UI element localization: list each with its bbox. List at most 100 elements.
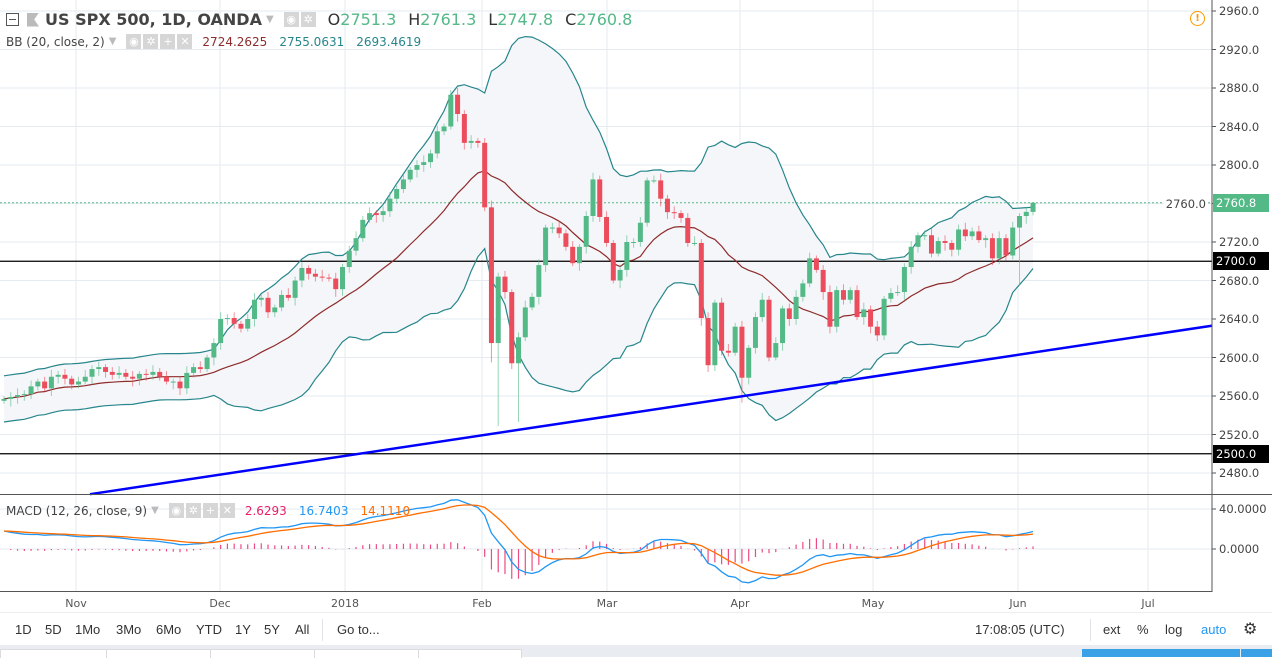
symbol-title[interactable]: US SPX 500, 1D, OANDA bbox=[45, 10, 262, 29]
candle-body bbox=[915, 235, 921, 247]
candle-body bbox=[576, 246, 582, 264]
time-tick-label: Feb bbox=[472, 597, 492, 610]
candle bbox=[495, 272, 501, 426]
candle-body bbox=[570, 246, 576, 264]
candle-body bbox=[116, 372, 122, 375]
plus-icon[interactable]: + bbox=[160, 34, 176, 49]
candle-body bbox=[664, 198, 670, 213]
panel-tab[interactable] bbox=[418, 649, 522, 658]
candle-body bbox=[218, 319, 224, 344]
range-all[interactable]: All bbox=[295, 622, 310, 637]
candle-body bbox=[529, 296, 535, 308]
candle-body bbox=[21, 394, 27, 396]
candle bbox=[258, 293, 264, 307]
blue-dropdown-button[interactable] bbox=[1241, 649, 1272, 657]
candle bbox=[75, 376, 81, 389]
candle bbox=[827, 285, 833, 334]
auto-toggle[interactable]: auto bbox=[1201, 622, 1227, 637]
price-tick-label: 2680.0 bbox=[1219, 273, 1260, 288]
chevron-down-icon[interactable]: ▼ bbox=[151, 505, 159, 516]
candle bbox=[956, 224, 962, 256]
candle bbox=[976, 225, 982, 243]
range-5y[interactable]: 5Y bbox=[264, 622, 280, 637]
candle-body bbox=[170, 381, 176, 383]
horizontal-levels[interactable] bbox=[0, 202, 1212, 455]
candle bbox=[773, 337, 779, 361]
candle bbox=[624, 235, 630, 277]
flag-icon[interactable] bbox=[27, 12, 39, 27]
percent-toggle[interactable]: % bbox=[1137, 622, 1149, 637]
minus-square-icon[interactable] bbox=[6, 13, 19, 26]
blue-action-button[interactable] bbox=[1082, 649, 1240, 657]
candle bbox=[942, 235, 948, 251]
close-icon[interactable]: ✕ bbox=[177, 34, 193, 49]
candle bbox=[42, 376, 48, 392]
exclamation-circle-icon[interactable]: ! bbox=[1190, 11, 1205, 26]
candle bbox=[400, 173, 406, 193]
range-1y[interactable]: 1Y bbox=[235, 622, 251, 637]
candle bbox=[766, 295, 772, 362]
candle bbox=[901, 263, 907, 300]
range-3mo[interactable]: 3Mo bbox=[116, 622, 142, 637]
price-axis[interactable] bbox=[1212, 10, 1216, 550]
time-tick-label: Dec bbox=[209, 597, 231, 610]
trendline[interactable] bbox=[89, 324, 1212, 496]
eye-icon[interactable]: ◉ bbox=[168, 503, 184, 518]
candle-body bbox=[75, 381, 81, 385]
log-toggle[interactable]: log bbox=[1165, 622, 1183, 637]
eye-icon[interactable]: ◉ bbox=[283, 12, 299, 27]
candle bbox=[441, 123, 447, 136]
candle-body bbox=[780, 308, 786, 344]
eye-icon[interactable]: ◉ bbox=[126, 34, 142, 49]
candle bbox=[549, 222, 555, 234]
price-tick-label: 2880.0 bbox=[1219, 81, 1260, 95]
candle bbox=[563, 229, 569, 251]
candle bbox=[529, 293, 535, 311]
high-label: H bbox=[408, 10, 421, 29]
candle bbox=[922, 230, 928, 241]
candle bbox=[15, 388, 21, 404]
range-ytd[interactable]: YTD bbox=[196, 622, 222, 637]
candle-body bbox=[8, 396, 14, 399]
candle bbox=[651, 175, 657, 184]
range-1mo[interactable]: 1Mo bbox=[75, 622, 101, 637]
range-1d[interactable]: 1D bbox=[15, 622, 32, 637]
candle-body bbox=[292, 280, 298, 298]
candle-body bbox=[272, 307, 278, 313]
candle bbox=[847, 287, 853, 304]
candle-body bbox=[516, 337, 522, 364]
candle bbox=[421, 155, 427, 172]
chevron-down-icon[interactable]: ▼ bbox=[265, 14, 274, 25]
clock[interactable]: 17:08:05 (UTC) bbox=[975, 622, 1065, 637]
candle bbox=[82, 370, 88, 385]
chart-canvas[interactable] bbox=[0, 0, 1272, 612]
plus-icon[interactable]: + bbox=[202, 503, 218, 518]
candle bbox=[279, 290, 285, 312]
range-6mo[interactable]: 6Mo bbox=[156, 622, 182, 637]
goto-button[interactable]: Go to... bbox=[337, 622, 380, 637]
candle-body bbox=[1017, 216, 1022, 228]
gear-icon[interactable]: ✲ bbox=[300, 12, 316, 27]
range-5d[interactable]: 5D bbox=[45, 622, 62, 637]
candle bbox=[556, 220, 562, 239]
candle-body bbox=[231, 318, 237, 324]
candle-body bbox=[759, 299, 765, 318]
gear-icon[interactable]: ✲ bbox=[185, 503, 201, 518]
gear-icon[interactable]: ⚙ bbox=[1243, 621, 1258, 638]
candle-body bbox=[306, 267, 312, 274]
chevron-down-icon[interactable]: ▼ bbox=[108, 36, 117, 47]
candle-body bbox=[28, 386, 34, 395]
ext-toggle[interactable]: ext bbox=[1103, 622, 1121, 637]
candle bbox=[908, 241, 914, 274]
candle-body bbox=[840, 290, 846, 300]
candle-body bbox=[732, 326, 738, 353]
candle bbox=[583, 211, 589, 254]
candle-body bbox=[130, 376, 136, 379]
close-icon[interactable]: ✕ bbox=[219, 503, 235, 518]
candle bbox=[962, 222, 968, 242]
macd-label[interactable]: MACD (12, 26, close, 9) bbox=[6, 503, 148, 518]
candle bbox=[461, 110, 467, 150]
gear-icon[interactable]: ✲ bbox=[143, 34, 159, 49]
bb-label[interactable]: BB (20, close, 2) bbox=[6, 34, 105, 49]
candle bbox=[89, 365, 95, 385]
